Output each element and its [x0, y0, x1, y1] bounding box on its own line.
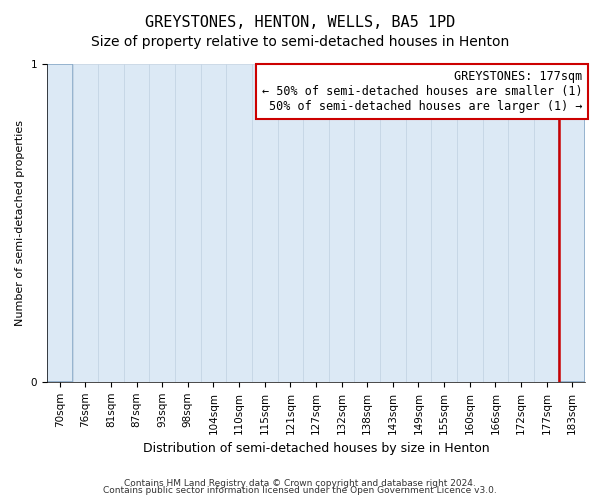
Text: Contains HM Land Registry data © Crown copyright and database right 2024.: Contains HM Land Registry data © Crown c… [124, 478, 476, 488]
Bar [355, 64, 380, 382]
Bar [534, 64, 559, 382]
Bar [149, 64, 175, 382]
Text: Contains public sector information licensed under the Open Government Licence v3: Contains public sector information licen… [103, 486, 497, 495]
Bar [73, 64, 98, 382]
Y-axis label: Number of semi-detached properties: Number of semi-detached properties [15, 120, 25, 326]
Bar [98, 64, 124, 382]
Bar [278, 64, 303, 382]
Bar [559, 64, 585, 382]
Bar [47, 64, 73, 382]
Bar [508, 64, 534, 382]
Bar [226, 64, 252, 382]
X-axis label: Distribution of semi-detached houses by size in Henton: Distribution of semi-detached houses by … [143, 442, 489, 455]
Bar [200, 64, 226, 382]
Text: GREYSTONES, HENTON, WELLS, BA5 1PD: GREYSTONES, HENTON, WELLS, BA5 1PD [145, 15, 455, 30]
Bar [175, 64, 200, 382]
Text: GREYSTONES: 177sqm
← 50% of semi-detached houses are smaller (1)
50% of semi-det: GREYSTONES: 177sqm ← 50% of semi-detache… [262, 70, 583, 114]
Bar [252, 64, 278, 382]
Bar [406, 64, 431, 382]
Bar [303, 64, 329, 382]
Bar [380, 64, 406, 382]
Bar [457, 64, 482, 382]
Bar [431, 64, 457, 382]
Text: Size of property relative to semi-detached houses in Henton: Size of property relative to semi-detach… [91, 35, 509, 49]
Bar [482, 64, 508, 382]
Bar [329, 64, 355, 382]
Bar [124, 64, 149, 382]
